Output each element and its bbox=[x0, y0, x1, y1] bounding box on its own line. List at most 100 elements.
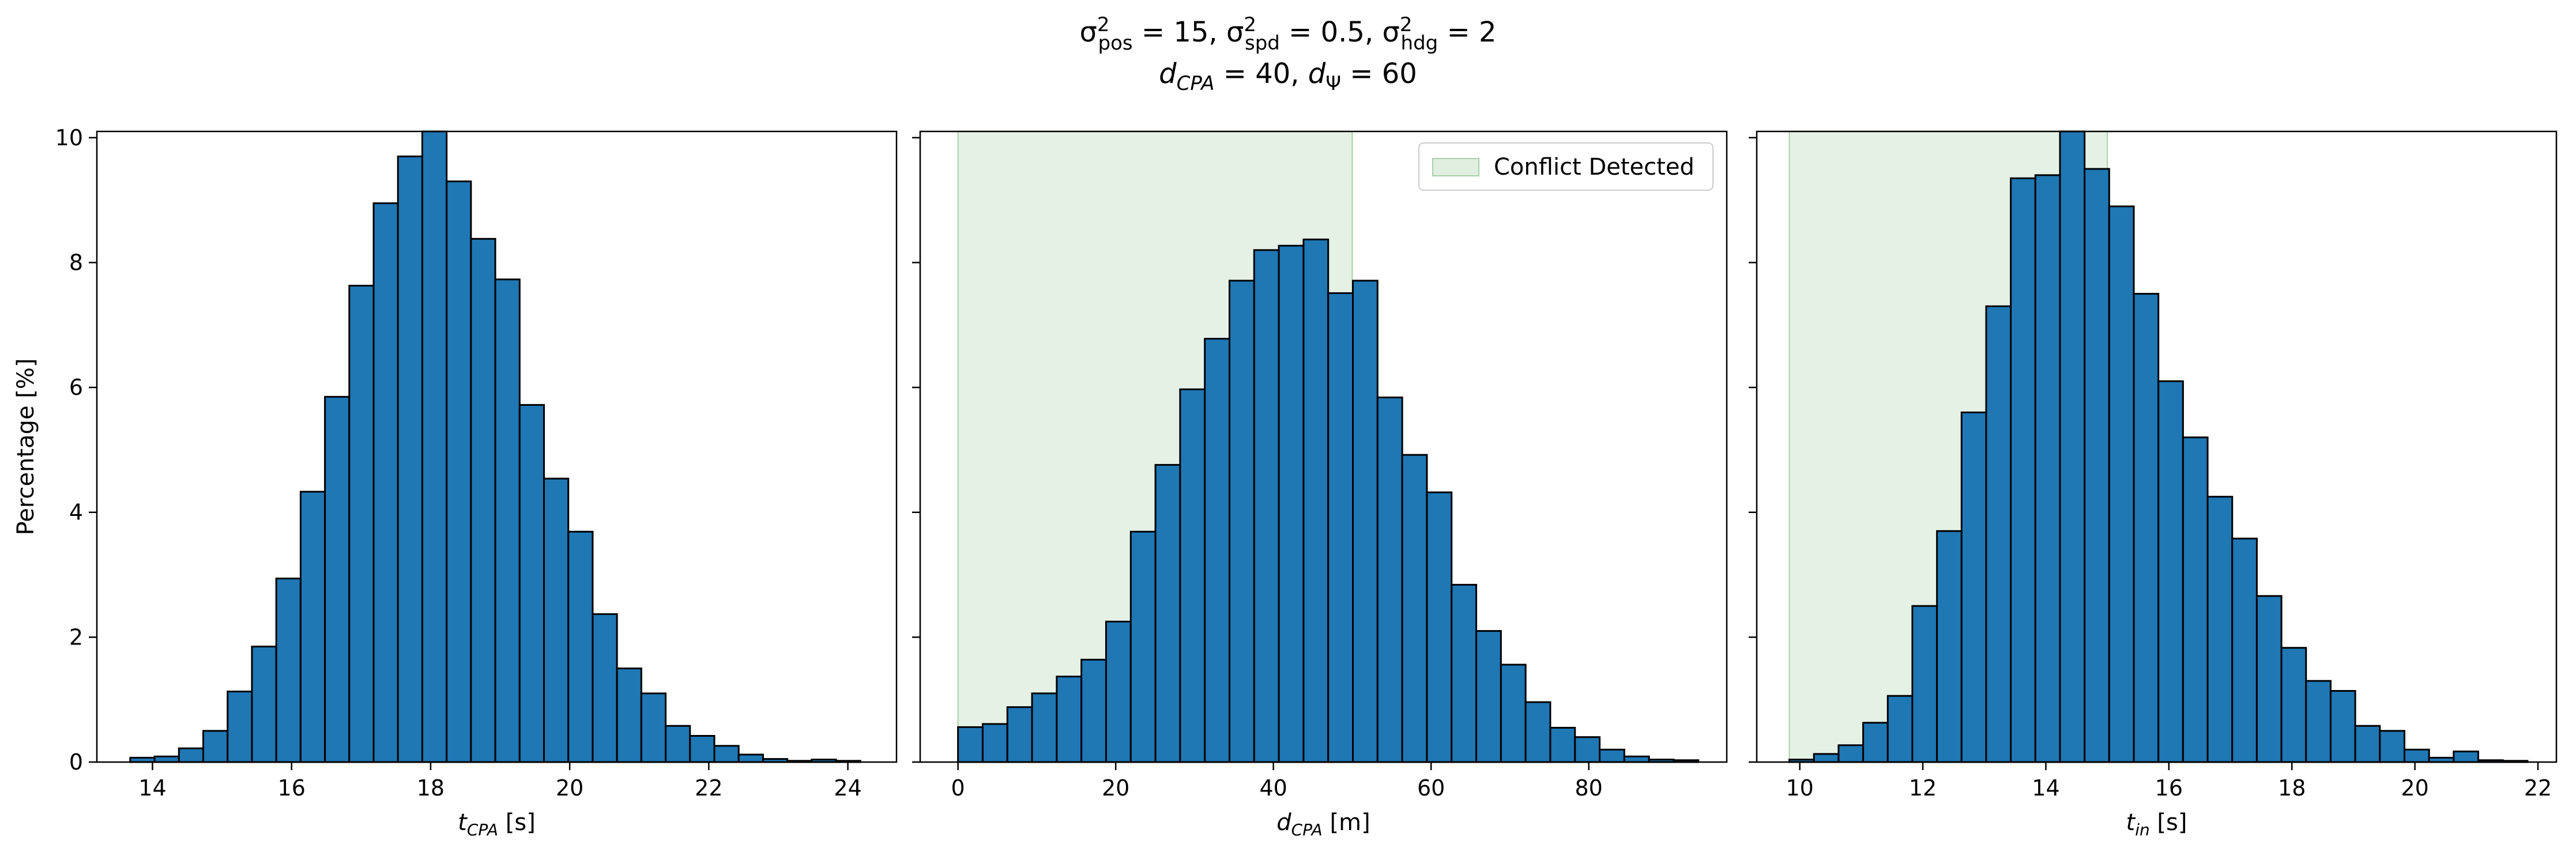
figure-title-line2: dCPA = 40, dΨ = 60 bbox=[1159, 58, 1417, 95]
histogram-bar bbox=[1056, 676, 1083, 763]
histogram-bar bbox=[1475, 630, 1502, 763]
histogram-bar bbox=[1105, 620, 1132, 763]
histogram-bar bbox=[372, 202, 399, 763]
x-tick-label: 80 bbox=[1575, 775, 1602, 801]
histogram-bar bbox=[1204, 338, 1230, 763]
histogram-bar bbox=[665, 725, 691, 763]
histogram-bar bbox=[324, 395, 351, 763]
x-tick-label: 14 bbox=[138, 775, 166, 801]
histogram-bar bbox=[567, 530, 594, 763]
x-tick-label: 10 bbox=[1786, 775, 1814, 801]
histogram-bar bbox=[543, 477, 570, 763]
histogram-bar bbox=[2157, 380, 2184, 763]
histogram-bar bbox=[2084, 168, 2110, 763]
histogram-bar bbox=[1376, 396, 1403, 763]
histogram-bar bbox=[1080, 658, 1107, 763]
y-tick-label: 0 bbox=[69, 749, 83, 775]
histogram-bar bbox=[1911, 605, 1938, 763]
histogram-bar bbox=[1500, 663, 1527, 763]
x-tick-label: 20 bbox=[1102, 775, 1129, 801]
y-tick-label: 10 bbox=[55, 125, 83, 150]
histogram-bar bbox=[640, 692, 667, 763]
histogram-bar bbox=[2231, 537, 2258, 763]
x-tick-label: 18 bbox=[2278, 775, 2306, 801]
x-tick-label: 12 bbox=[1909, 775, 1937, 801]
histogram-bar bbox=[397, 155, 423, 763]
plot-frame bbox=[919, 130, 1728, 763]
x-tick-label: 22 bbox=[2524, 775, 2552, 801]
x-tick-label: 22 bbox=[695, 775, 722, 801]
histogram-bar bbox=[1524, 701, 1551, 763]
histogram-bar bbox=[2108, 205, 2135, 763]
histogram-bar bbox=[2354, 725, 2381, 763]
histogram-bar bbox=[2034, 174, 2061, 763]
histogram-bar bbox=[737, 753, 764, 763]
x-tick-label: 16 bbox=[2155, 775, 2183, 801]
figure-title-line1: σ2 pos = 15, σ2 spd = 0.5, σ2 hdg = 2 bbox=[1079, 13, 1496, 55]
histogram-bar bbox=[153, 755, 180, 763]
histogram-bar bbox=[1352, 280, 1379, 763]
histogram-bar bbox=[2182, 436, 2209, 763]
y-tick-label: 2 bbox=[69, 624, 83, 650]
histogram-bar bbox=[202, 730, 229, 763]
histogram-bar bbox=[2206, 496, 2234, 763]
histogram-bar bbox=[1006, 706, 1033, 763]
histogram-bar bbox=[689, 735, 715, 763]
histogram-bar bbox=[1154, 463, 1181, 763]
histogram-bar bbox=[1862, 722, 1889, 763]
x-tick-label: 24 bbox=[834, 775, 861, 801]
histogram-bar bbox=[981, 723, 1008, 763]
y-tick-label: 4 bbox=[69, 500, 83, 525]
histogram-bar bbox=[1549, 726, 1576, 763]
histogram-bar bbox=[1302, 238, 1330, 763]
chart-panel-2: 0 20 40 60 80 dCPA [m] Conflict Detected bbox=[912, 130, 1728, 839]
histogram-bar bbox=[1574, 736, 1601, 763]
histogram-bar bbox=[2379, 730, 2405, 763]
histogram-bar bbox=[421, 130, 448, 763]
histogram-bar bbox=[1031, 692, 1058, 763]
histogram-bar bbox=[1228, 280, 1255, 763]
histogram-bar bbox=[1401, 454, 1428, 763]
x-tick-label: 0 bbox=[951, 775, 965, 801]
histogram-bar bbox=[1960, 411, 1987, 763]
histogram-bar bbox=[616, 668, 642, 763]
x-axis-label: tCPA [s] bbox=[458, 809, 536, 839]
legend: Conflict Detected bbox=[1418, 142, 1713, 191]
y-axis-label: Percentage [%] bbox=[13, 359, 39, 536]
histogram-bar bbox=[1985, 305, 2012, 763]
histogram-bar bbox=[1837, 744, 1865, 763]
histogram-bar bbox=[1179, 388, 1206, 763]
histogram-bar bbox=[2010, 177, 2036, 763]
histogram-bar bbox=[2329, 690, 2356, 763]
x-tick-label: 20 bbox=[556, 775, 583, 801]
histogram-bar bbox=[446, 180, 472, 763]
histogram-bar bbox=[1813, 753, 1840, 763]
histogram-bar bbox=[2280, 647, 2307, 763]
legend-label: Conflict Detected bbox=[1494, 154, 1694, 180]
x-tick-label: 20 bbox=[2401, 775, 2428, 801]
legend-box bbox=[1418, 142, 1713, 191]
histogram-bar bbox=[494, 278, 521, 763]
histogram-bar bbox=[713, 745, 740, 763]
histogram-bar bbox=[518, 404, 545, 763]
histogram-bar bbox=[1278, 244, 1305, 763]
histogram-bar bbox=[470, 237, 496, 763]
x-axis-label: dCPA [m] bbox=[1276, 809, 1370, 839]
x-tick-label: 14 bbox=[2032, 775, 2059, 801]
legend-swatch bbox=[1432, 158, 1479, 176]
histogram-bar bbox=[1623, 755, 1650, 763]
y-tick-label: 8 bbox=[69, 250, 83, 275]
histogram-bar bbox=[1327, 292, 1354, 763]
histogram-bar bbox=[1886, 695, 1914, 763]
plot-frame bbox=[96, 130, 898, 763]
histogram-bar bbox=[299, 491, 326, 763]
x-axis-label: tin [s] bbox=[2126, 809, 2187, 839]
histogram-bar bbox=[2133, 293, 2160, 763]
y-tick-label: 6 bbox=[69, 375, 83, 400]
histogram-bar bbox=[2255, 595, 2283, 763]
x-tick-label: 16 bbox=[278, 775, 306, 801]
histogram-bar bbox=[1129, 530, 1157, 763]
x-tick-label: 60 bbox=[1417, 775, 1445, 801]
